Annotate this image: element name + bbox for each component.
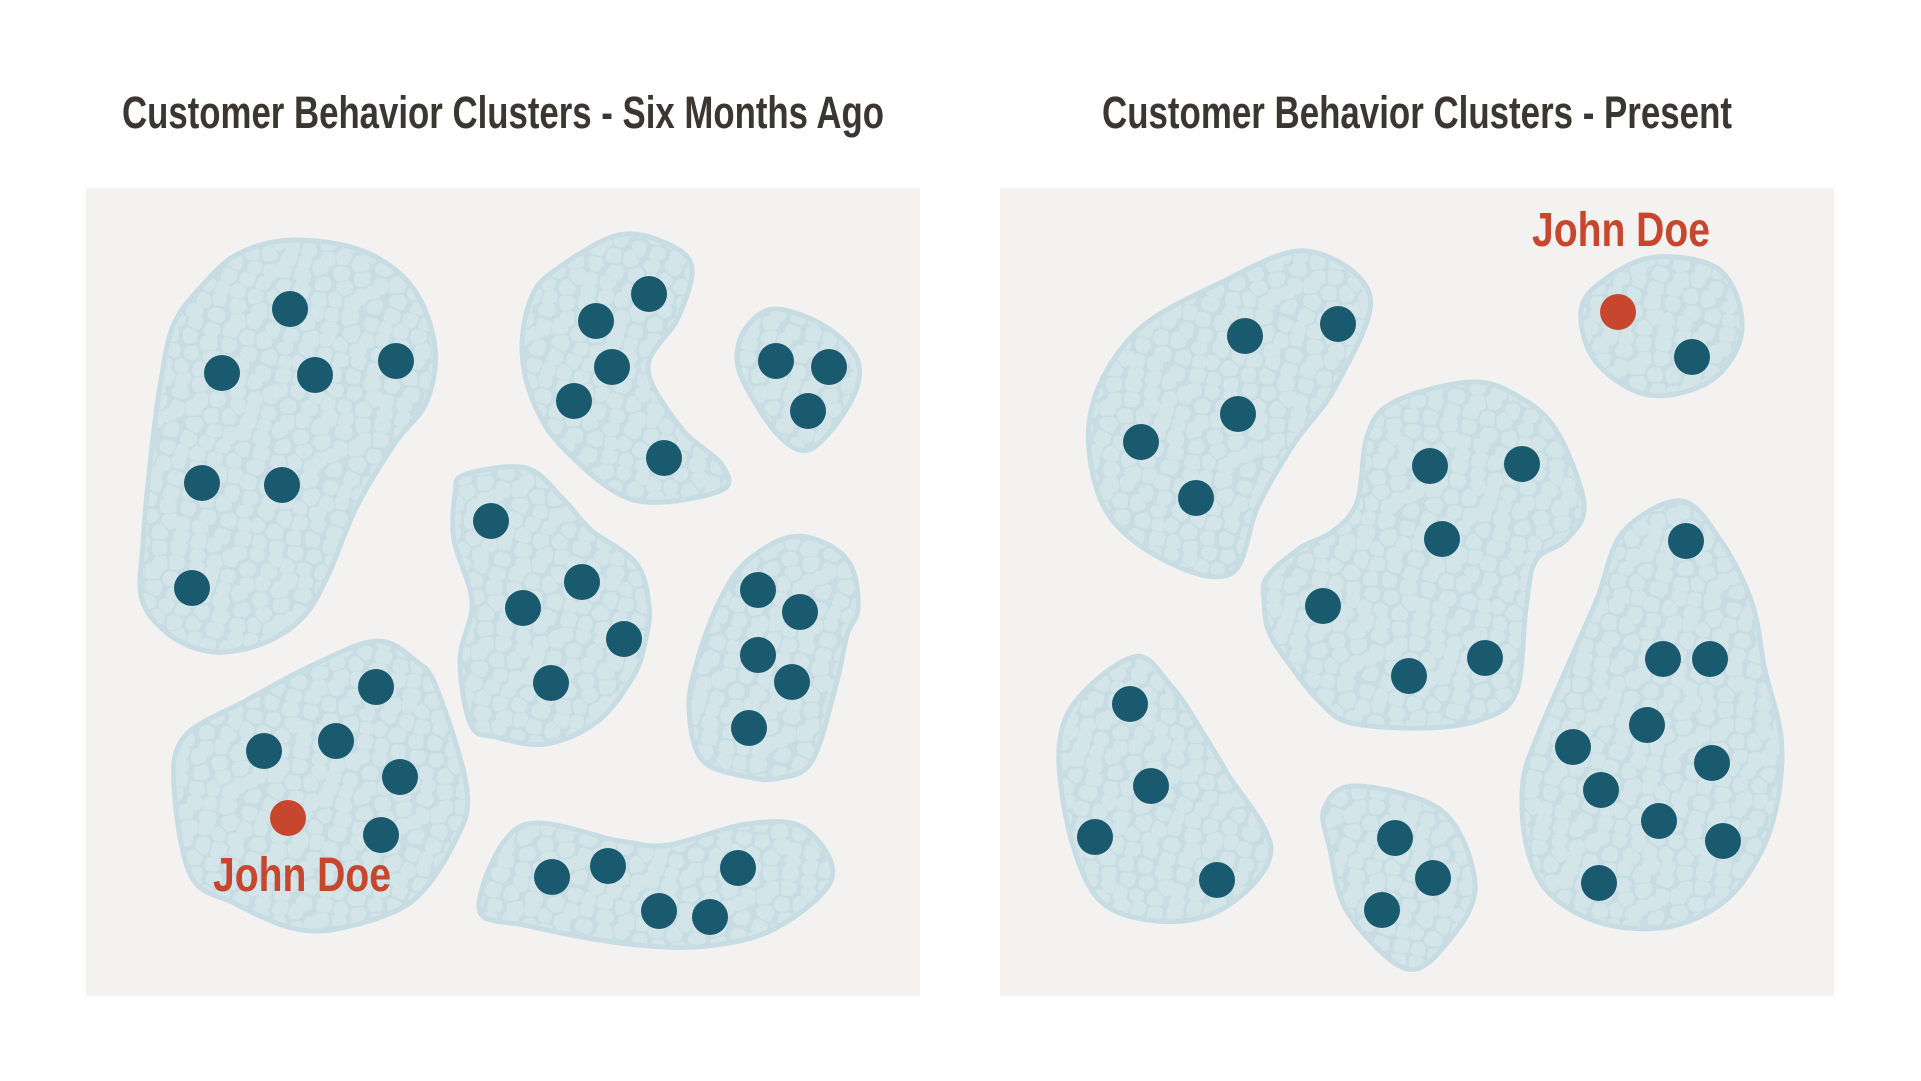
svg-text:John Doe: John Doe (213, 849, 391, 902)
svg-text:Customer Behavior Clusters - P: Customer Behavior Clusters - Present (1102, 87, 1732, 138)
svg-text:John Doe: John Doe (1532, 204, 1710, 257)
svg-text:Customer Behavior Clusters - S: Customer Behavior Clusters - Six Months … (122, 87, 884, 138)
